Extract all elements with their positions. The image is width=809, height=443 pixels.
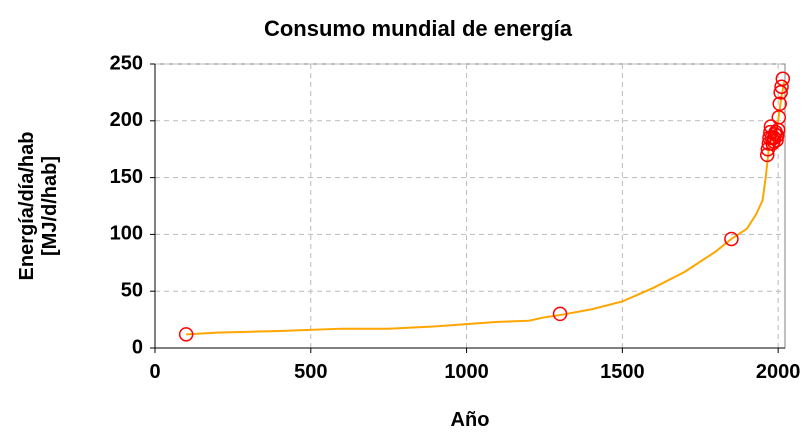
data-point <box>178 327 194 342</box>
y-tick-label: 100 <box>110 223 143 245</box>
data-point <box>775 71 791 87</box>
data-point <box>724 231 739 247</box>
data-point <box>769 128 785 143</box>
data-point <box>774 79 789 94</box>
x-tick-label: 1000 <box>444 361 489 383</box>
plot-area <box>154 63 786 349</box>
y-axis-label: Energía/día/hab <box>16 132 38 281</box>
y-tick-label: 50 <box>121 279 143 301</box>
x-tick-label: 0 <box>149 361 160 383</box>
x-axis-label: Año <box>451 409 490 431</box>
y-tick-label: 200 <box>110 109 143 131</box>
y-axis-label: [MJ/d/hab] <box>39 156 61 256</box>
y-tick-label: 250 <box>110 52 143 74</box>
data-point <box>772 96 787 112</box>
y-tick-label: 150 <box>110 166 143 188</box>
x-tick-label: 500 <box>294 361 327 383</box>
data-point <box>773 85 788 100</box>
x-tick-label: 2000 <box>756 361 801 383</box>
data-point <box>552 306 568 322</box>
data-point <box>769 132 784 148</box>
y-tick-label: 0 <box>132 336 143 358</box>
chart-title: Consumo mundial de energía <box>264 16 573 41</box>
x-tick-label: 1500 <box>600 361 645 383</box>
